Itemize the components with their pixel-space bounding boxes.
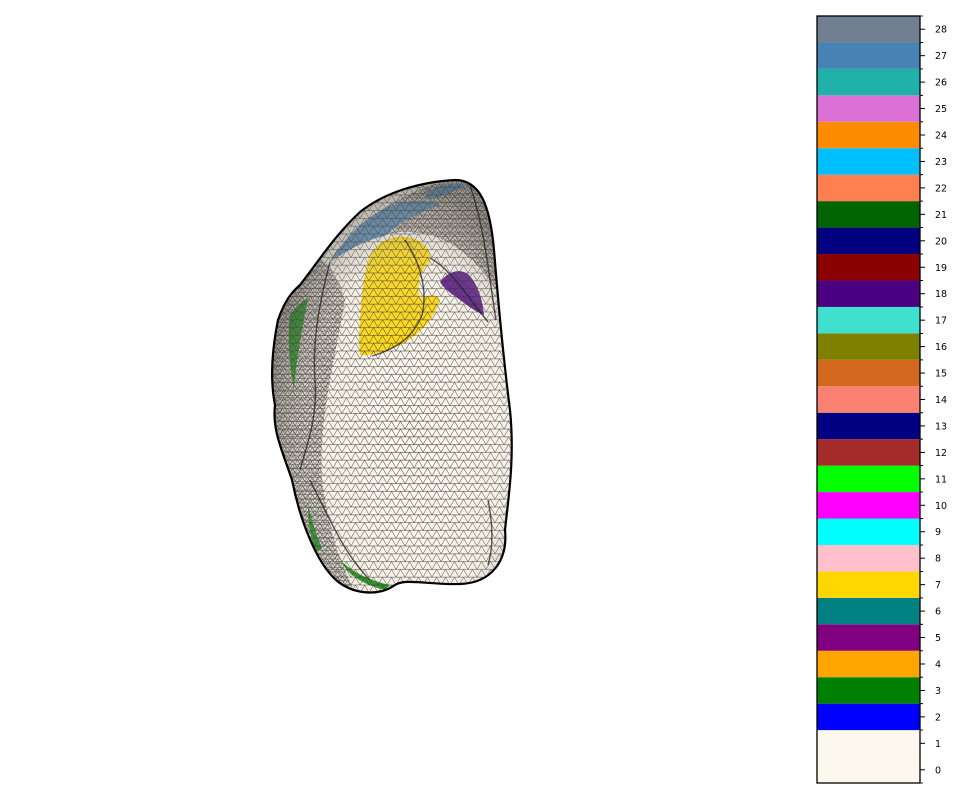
colorbar-bin — [817, 68, 920, 96]
colorbar-tick-label: 11 — [935, 474, 947, 485]
colorbar-bin — [817, 703, 920, 731]
colorbar-tick-label: 2 — [935, 712, 941, 723]
colorbar-tick-label: 5 — [935, 633, 941, 644]
colorbar-bin — [817, 492, 920, 519]
mesh-surface — [271, 178, 513, 594]
colorbar-tick-label: 10 — [935, 501, 947, 512]
mesh-shading — [272, 180, 512, 593]
colorbar-tick-label: 22 — [935, 183, 947, 194]
colorbar-tick-label: 0 — [935, 765, 941, 776]
colorbar-tick-label: 20 — [935, 236, 947, 247]
colorbar-tick-label: 17 — [935, 316, 947, 327]
colorbar-tick-label: 16 — [935, 342, 947, 353]
colorbar-tick-label: 12 — [935, 448, 947, 459]
colorbar-bin — [817, 730, 920, 783]
colorbar-bin — [817, 571, 920, 598]
colorbar: 0 1 2 3 4 5 6 7 8 9 10 11 12 13 14 15 16 17 18 19 20 21 22 23 24… — [800, 0, 963, 800]
mesh-render — [271, 178, 513, 594]
mesh-fold-line — [469, 184, 497, 321]
colorbar-bin — [817, 174, 920, 202]
colorbar-tick-label: 19 — [935, 263, 947, 274]
colorbar-tick-label: 28 — [935, 25, 947, 36]
colorbar-bin — [817, 386, 920, 413]
colorbar-bin — [817, 306, 920, 334]
colorbar-bin — [817, 201, 920, 228]
colorbar-tick-label: 13 — [935, 421, 947, 432]
colorbar-bin — [817, 518, 920, 545]
colorbar-tick-label: 4 — [935, 659, 941, 670]
colorbar-tick-label: 1 — [935, 739, 941, 750]
colorbar-tick-label: 3 — [935, 686, 941, 697]
colorbar-bin — [817, 121, 920, 149]
colorbar-bin — [817, 280, 920, 307]
colorbar-axis: 0123456789101112131415161718192021222324… — [816, 15, 947, 784]
colorbar-bin — [817, 597, 920, 625]
colorbar-bin — [817, 333, 920, 360]
mesh-fold-line — [309, 479, 371, 581]
colorbar-bin — [817, 148, 920, 175]
colorbar-bin — [817, 677, 920, 704]
brain-mesh — [271, 178, 513, 594]
mesh-fold-line — [429, 257, 489, 323]
colorbar-bin — [817, 650, 920, 678]
colorbar-tick-label: 27 — [935, 51, 947, 62]
colorbar-tick-label: 9 — [935, 527, 941, 538]
colorbar-bin — [817, 227, 920, 255]
colorbar-bin — [817, 42, 920, 69]
colorbar-bin — [817, 439, 920, 466]
mesh-fold-line — [299, 261, 331, 471]
colorbar-bin — [817, 544, 920, 572]
colorbar-tick-label: 15 — [935, 369, 947, 380]
colorbar-bin — [817, 359, 920, 387]
colorbar-tick-label: 25 — [935, 104, 947, 115]
colorbar-tick-label: 14 — [935, 395, 947, 406]
colorbar-tick-label: 24 — [935, 131, 947, 142]
colorbar-bin — [817, 254, 920, 281]
colorbar-tick-label: 7 — [935, 580, 941, 591]
colorbar-bin — [817, 95, 920, 122]
mesh-fold-line — [371, 239, 425, 357]
colorbar-tick-label: 23 — [935, 157, 947, 168]
colorbar-bin — [817, 465, 920, 493]
mesh-fold-line — [487, 499, 493, 566]
colorbar-tick-label: 26 — [935, 78, 947, 89]
colorbar-tick-label: 8 — [935, 554, 941, 565]
colorbar-bin — [817, 624, 920, 651]
colorbar-tick-label: 21 — [935, 210, 947, 221]
mesh-outline — [271, 178, 513, 594]
colorbar-tick-label: 6 — [935, 607, 941, 618]
colorbar-bin — [817, 412, 920, 440]
colorbar-tick-label: 18 — [935, 289, 947, 300]
colorbar-bin — [817, 16, 920, 43]
